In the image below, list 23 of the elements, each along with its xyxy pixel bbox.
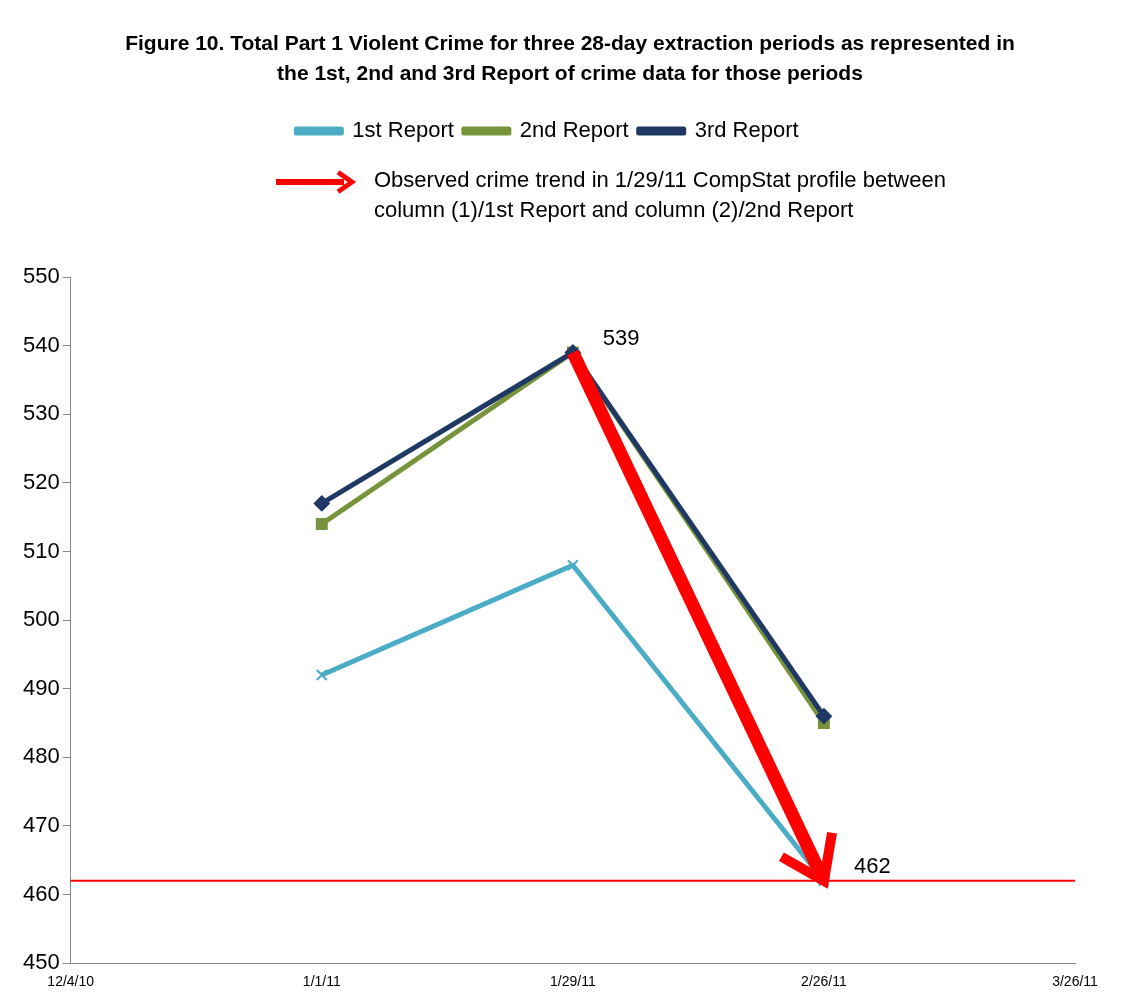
y-tick-label: 510: [22, 537, 60, 563]
y-tick-label: 540: [22, 331, 60, 357]
x-tick-label: 12/4/10: [47, 973, 95, 990]
chart-title: Figure 10. Total Part 1 Violent Crime for three 28-day extraction periods as represented in the 1st, 2nd and 3rd Report of crime data for those periods: [124, 30, 1016, 86]
y-tick-label: 550: [22, 263, 60, 289]
data-label: 539: [602, 324, 640, 350]
y-tick-label: 530: [22, 400, 60, 426]
y-tick-label: 500: [22, 606, 60, 632]
y-tick-label: 460: [22, 880, 60, 906]
y-tick-label: 480: [22, 743, 60, 769]
x-tick-label: 2/26/11: [801, 973, 847, 990]
text: Observed crime trend in 1/29/11 CompStat profile between column (1)/1st Report and column (2)/2nd Report: [374, 166, 947, 224]
y-tick-label: 490: [22, 674, 60, 700]
legend-label: 2nd Report: [519, 117, 629, 143]
legend-label: 1st Report: [352, 117, 454, 143]
y-tick-label: 470: [22, 812, 60, 838]
data-label: 462: [853, 852, 891, 878]
x-tick-label: 1/1/11: [302, 973, 341, 990]
y-tick-label: 450: [22, 949, 60, 975]
x-tick-label: 3/26/11: [1052, 973, 1099, 990]
legend-label: 3rd Report: [694, 117, 799, 143]
x-tick-label: 1/29/11: [550, 973, 596, 990]
y-tick-label: 520: [22, 468, 60, 494]
